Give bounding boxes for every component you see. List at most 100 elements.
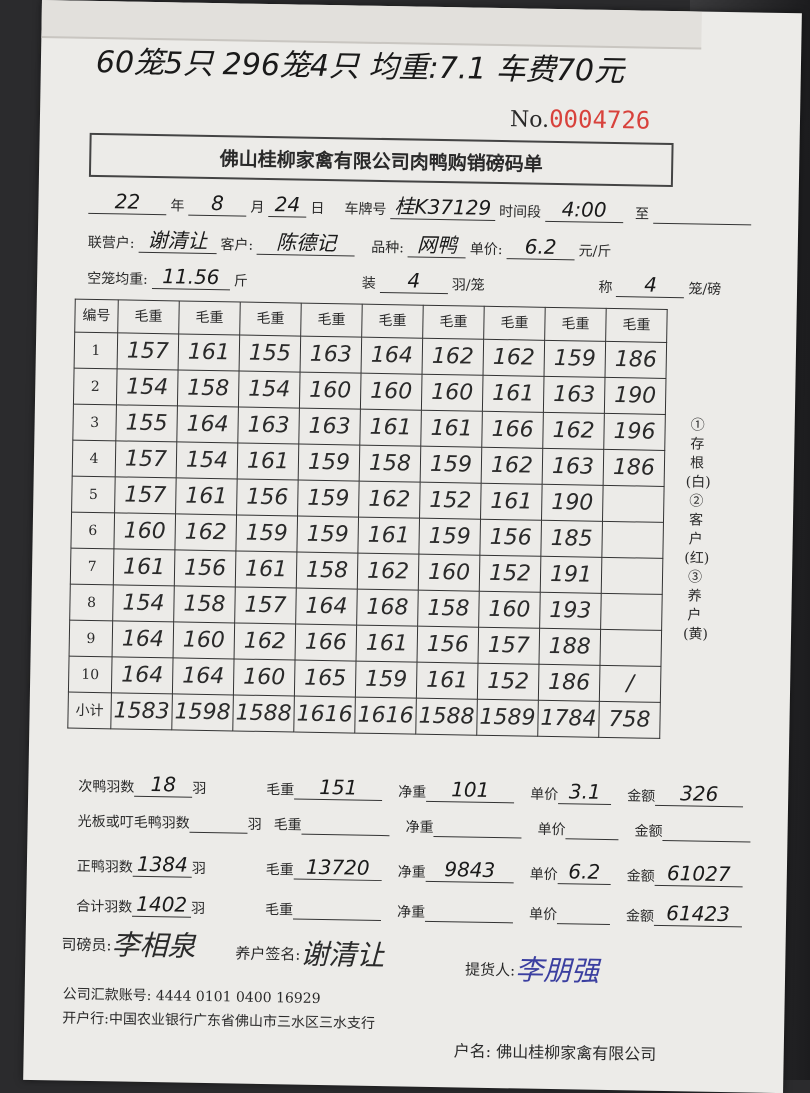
price-value: 6.2 <box>506 234 575 261</box>
party-row: 联营户: 谢清让 客户: 陈德记 品种: 网鸭 单价: 6.2 元/斤 <box>88 227 612 261</box>
day-label: 日 <box>310 200 325 217</box>
summary-label: 次鸭羽数 <box>78 778 135 796</box>
weight-cell: 190 <box>604 377 666 415</box>
weight-table: 编号 毛重 毛重 毛重 毛重 毛重 毛重 毛重 毛重 毛重 1 157 161 155 163 164 162… <box>67 299 668 739</box>
weight-cell: 161 <box>420 410 483 448</box>
net-label: 净重 <box>405 819 434 836</box>
weight-cell: 154 <box>238 370 301 409</box>
subtotal-cell: 758 <box>598 701 661 739</box>
breed-value: 网鸭 <box>407 232 467 259</box>
receipt-title: 佛山桂柳家禽有限公司肉鸭购销磅码单 <box>88 132 674 188</box>
weight-cell: 163 <box>542 448 604 486</box>
weight-cell: 163 <box>300 336 362 374</box>
weight-cell: 164 <box>176 405 239 443</box>
weight-cell: 159 <box>355 661 418 699</box>
gross-label: 毛重 <box>273 817 302 834</box>
month-label: 月 <box>250 199 265 216</box>
amount-label: 金额 <box>626 868 655 885</box>
subtotal-label: 小计 <box>67 692 112 729</box>
cage-weight-value: 11.56 <box>151 263 231 291</box>
year-value: 22 <box>88 188 167 216</box>
weight-cell: 158 <box>296 552 358 590</box>
weight-cell: 160 <box>418 554 480 592</box>
time-from-value: 4:00 <box>544 196 624 224</box>
holder-line: 户名: 佛山桂柳家禽有限公司 <box>454 1041 657 1065</box>
weight-cell <box>600 593 663 631</box>
weight-cell: 162 <box>542 412 605 450</box>
weight-cell: 161 <box>113 548 175 586</box>
account-line: 公司汇款账号: 4444 0101 0400 16929 <box>62 985 321 1009</box>
weight-cell: 161 <box>482 375 545 413</box>
weigh-value: 4 <box>616 272 685 299</box>
weight-cell: 157 <box>477 627 540 665</box>
column-header-gross-weight: 毛重 <box>483 306 546 341</box>
weight-cell <box>602 485 665 523</box>
row-number: 3 <box>72 404 117 441</box>
weight-cell <box>599 629 662 667</box>
weight-cell: 161 <box>359 409 422 447</box>
subtotal-cell: 1589 <box>476 699 539 737</box>
price-label: 单价: <box>469 241 503 259</box>
holder-label: 户名: <box>453 1041 492 1061</box>
weight-cell: 162 <box>422 338 484 376</box>
gross-label: 毛重 <box>266 782 295 799</box>
weight-cell: 161 <box>357 517 420 555</box>
farmer-signature: 养户签名: 谢清让 <box>235 938 385 972</box>
partner-label: 联营户: <box>87 234 135 252</box>
handwritten-note: 60笼5只 296笼4只 均重:7.1 车费70元 <box>95 44 625 90</box>
row-number: 2 <box>73 368 118 405</box>
picker-label: 提货人: <box>464 960 516 980</box>
holder-value: 佛山桂柳家禽有限公司 <box>496 1042 657 1064</box>
weighing-receipt: 60笼5只 296笼4只 均重:7.1 车费70元 No.0004726 佛山桂… <box>23 0 802 1093</box>
weight-cell: 162 <box>234 622 296 661</box>
bank-label: 开户行: <box>62 1010 110 1028</box>
subtotal-cell: 1616 <box>354 697 417 735</box>
weight-cell: 154 <box>116 368 179 406</box>
count-unit: 羽 <box>192 780 207 797</box>
column-header-gross-weight: 毛重 <box>544 307 607 342</box>
weight-cell: 162 <box>357 553 419 591</box>
weight-cell: 158 <box>417 590 480 628</box>
day-value: 24 <box>268 191 307 218</box>
weight-cell: 165 <box>294 660 357 698</box>
weight-cell: 159 <box>544 340 606 378</box>
net-label: 净重 <box>396 904 426 921</box>
gross-value: 151 <box>294 774 383 802</box>
weight-cell: 161 <box>175 477 238 515</box>
time-to-value <box>652 222 751 226</box>
weight-cell <box>601 557 663 595</box>
row-number: 4 <box>72 440 116 477</box>
weigher-signature: 司磅员: 李相泉 <box>61 928 196 962</box>
picker-value: 李朋强 <box>514 953 600 988</box>
weight-cell: 158 <box>359 445 421 483</box>
row-number: 8 <box>69 584 114 621</box>
net-label: 净重 <box>398 784 427 801</box>
weight-cell: 188 <box>538 628 601 666</box>
weight-cell: 164 <box>295 588 358 626</box>
weight-cell: 186 <box>603 449 665 487</box>
weight-cell: 162 <box>481 447 543 485</box>
row-number: 10 <box>68 656 113 693</box>
weight-cell: 160 <box>421 374 484 412</box>
time-to-label: 至 <box>634 206 650 223</box>
weight-cell: 159 <box>420 446 482 484</box>
summary-row: 合计羽数 1402 羽 毛重 净重 单价 金额 61423 <box>76 891 758 928</box>
price-label: 单价 <box>530 786 559 804</box>
net-value <box>424 920 513 924</box>
cage-weight-label: 空笼均重: <box>87 270 148 288</box>
bank-value: 中国农业银行广东省佛山市三水区三水支行 <box>108 1011 376 1032</box>
price-value: 3.1 <box>558 779 612 806</box>
weight-cell: 191 <box>540 556 602 594</box>
net-value <box>433 835 522 839</box>
weight-cell: 155 <box>115 404 178 442</box>
partner-value: 谢清让 <box>138 227 217 255</box>
weight-cell: 152 <box>479 555 541 593</box>
row-number: 1 <box>74 332 118 369</box>
amount-label: 金额 <box>634 823 663 840</box>
weight-cell: 157 <box>117 332 179 370</box>
column-header-gross-weight: 毛重 <box>239 302 302 337</box>
weight-cell: 166 <box>481 411 544 449</box>
weight-cell: 159 <box>296 516 359 554</box>
amount-value: 61027 <box>654 860 743 888</box>
customer-value: 陈德记 <box>257 229 356 257</box>
